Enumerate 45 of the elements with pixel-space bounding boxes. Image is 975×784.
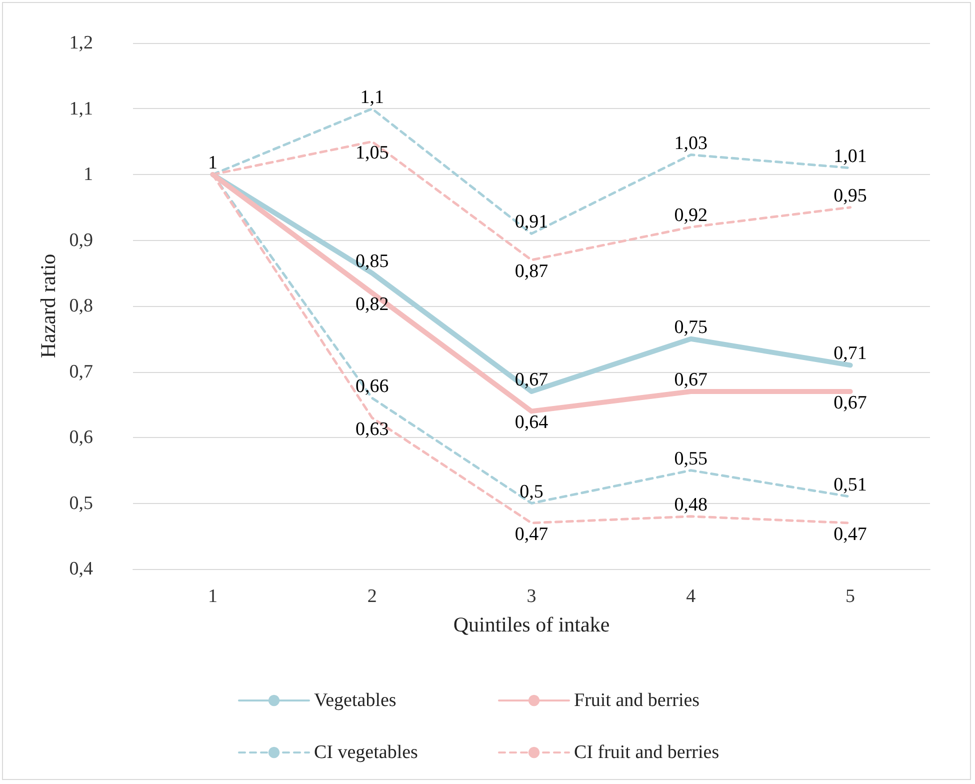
legend-label: Fruit and berries [574,690,700,711]
data-label: 1,05 [355,142,389,164]
data-label: 0,85 [355,251,389,272]
y-tick-label: 0,8 [69,296,93,316]
data-label: 0,71 [834,343,867,364]
data-label: 1,1 [360,86,384,108]
x-tick-label: 1 [208,586,218,607]
data-label: 0,47 [834,524,867,545]
data-label: 0,48 [674,494,708,516]
data-label: 0,82 [355,294,389,315]
data-label: 0,67 [674,369,708,390]
y-tick-label: 0,5 [69,492,93,514]
data-label: 0,47 [514,524,548,545]
legend-label: CI vegetables [314,742,418,763]
data-label: 0,67 [514,369,548,390]
data-label: 0,75 [674,316,708,338]
legend-label: CI fruit and berries [574,742,720,763]
data-label: 0,87 [514,260,548,282]
data-label: 0,55 [674,448,708,470]
data-label: 0,63 [355,418,389,440]
x-tick-label: 4 [686,586,696,607]
x-axis-title: Quintiles of intake [453,612,610,636]
data-label: 1,01 [834,146,867,167]
y-tick-label: 0,7 [69,361,93,382]
data-label: 0,92 [674,205,708,226]
y-tick-label: 0,6 [69,427,93,448]
data-label: 1,03 [674,132,708,154]
data-label: 0,95 [834,185,867,206]
data-label: 0,67 [834,392,867,414]
legend-label: Vegetables [314,690,396,711]
data-label: 0,91 [514,212,548,233]
y-tick-label: 1 [84,164,93,185]
x-tick-label: 2 [367,586,377,607]
data-label: 0,51 [834,474,867,496]
y-axis-title: Hazard ratio [36,254,60,358]
y-tick-label: 0,4 [69,558,94,580]
x-tick-label: 5 [846,586,856,607]
y-tick-label: 0,9 [69,230,93,251]
data-label: 0,5 [520,481,544,502]
y-tick-label: 1,1 [69,98,93,120]
data-label: 1 [208,152,218,174]
data-label: 0,64 [514,412,549,434]
y-tick-label: 1,2 [69,32,93,54]
data-label: 0,66 [355,376,389,398]
x-tick-label: 3 [526,586,536,607]
